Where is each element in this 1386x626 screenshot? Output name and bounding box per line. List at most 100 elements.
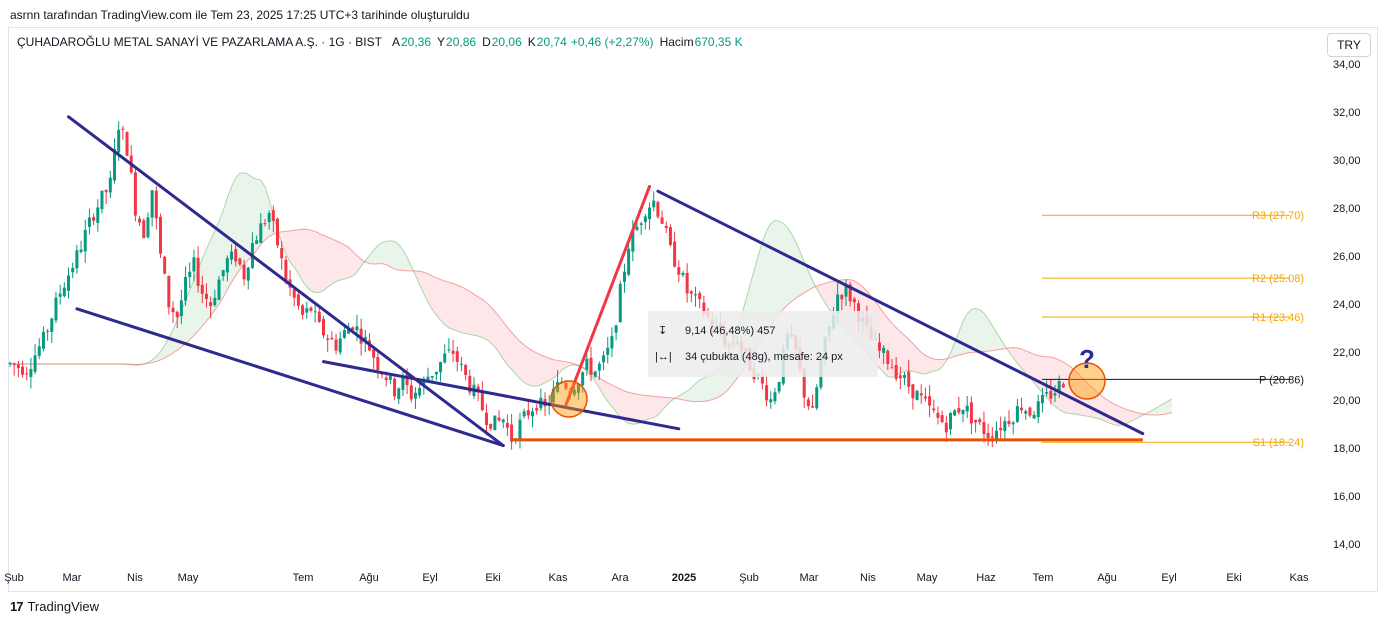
candle-body <box>100 190 104 210</box>
candle-body <box>188 271 192 277</box>
candle-body <box>639 223 643 225</box>
cloud-bullish-segment <box>950 308 1010 358</box>
candle-body <box>280 248 284 259</box>
time-axis-tick: May <box>917 572 938 584</box>
candle-body <box>276 218 280 246</box>
candle-body <box>255 240 259 244</box>
question-mark: ? <box>1079 344 1095 374</box>
candle-body <box>493 415 497 431</box>
candle-body <box>953 410 957 416</box>
trendlines <box>67 115 1145 448</box>
candle-body <box>677 267 681 275</box>
candle-body <box>648 207 652 220</box>
cloud-bearish-segment <box>122 364 144 366</box>
candle-body <box>384 377 388 381</box>
candle-body <box>894 365 898 379</box>
time-axis-tick: Ara <box>611 572 629 584</box>
candle-body <box>16 364 20 368</box>
candle-body <box>949 412 952 430</box>
candle-body <box>531 411 534 417</box>
candle-body <box>1045 392 1049 394</box>
candle-body <box>564 382 568 389</box>
pivot-label: R1 (23.46) <box>1252 312 1304 324</box>
time-axis-tick: Nis <box>127 572 143 584</box>
candle-body <box>614 325 618 333</box>
chart-caption: asrnn tarafından TradingView.com ile Tem… <box>10 8 470 22</box>
candle-body <box>969 402 973 424</box>
candle-body <box>618 283 622 323</box>
candle-body <box>1024 411 1028 414</box>
time-axis-tick: Şub <box>4 572 24 584</box>
candle-body <box>936 412 940 418</box>
candle-body <box>330 337 334 340</box>
candle-body <box>158 216 162 254</box>
candle-body <box>418 388 422 396</box>
candle-body <box>79 249 83 253</box>
candle-body <box>698 293 702 300</box>
symbol-name[interactable]: ÇUHADAROĞLU METAL SANAYİ VE PAZARLAMA A.… <box>17 35 382 49</box>
candle-body <box>1007 420 1011 425</box>
candle-body <box>46 330 50 332</box>
candle-body <box>439 361 443 373</box>
cloud-bearish-segment <box>415 270 679 425</box>
candle-body <box>447 349 451 351</box>
candle-body <box>305 308 309 313</box>
candle-body <box>393 378 397 397</box>
open-label: A <box>391 35 400 49</box>
candle-body <box>296 294 300 306</box>
candle-body <box>113 149 116 181</box>
trendline <box>75 307 505 448</box>
candle-body <box>911 384 915 399</box>
candle-body <box>184 276 188 301</box>
high-value: 20,86 <box>446 35 477 49</box>
price-axis-tick: 24,00 <box>1333 299 1361 311</box>
candle-body <box>163 256 167 274</box>
candle-body <box>664 225 668 229</box>
time-axis-tick: Haz <box>976 572 996 584</box>
candle-body <box>200 284 204 294</box>
candle-body <box>338 338 342 353</box>
candle-body <box>627 248 631 275</box>
time-axis-tick: Ağu <box>1097 572 1117 584</box>
candle-body <box>940 415 944 423</box>
cloud-bearish-segment <box>281 229 366 293</box>
price-axis-tick: 26,00 <box>1333 251 1361 263</box>
candle-body <box>238 258 242 265</box>
currency-button[interactable]: TRY <box>1327 33 1371 57</box>
candle-body <box>21 366 25 375</box>
time-axis-tick: Nis <box>860 572 876 584</box>
candle-body <box>67 275 71 291</box>
candle-body <box>681 272 685 275</box>
candle-body <box>313 311 317 313</box>
time-axis-tick: Mar <box>800 572 819 584</box>
candle-body <box>1057 381 1061 392</box>
candle-body <box>811 406 815 408</box>
candle-body <box>267 212 271 223</box>
candle-body <box>322 319 325 336</box>
cloud-bullish-segment <box>143 362 148 364</box>
candle-body <box>685 272 689 294</box>
candle-body <box>217 279 221 300</box>
candle-body <box>292 289 296 298</box>
candle-body <box>271 210 275 221</box>
price-axis-tick: 28,00 <box>1333 203 1361 215</box>
candle-body <box>388 375 392 380</box>
candle-body <box>907 371 911 387</box>
candle-body <box>1040 395 1044 404</box>
price-axis-tick: 14,00 <box>1333 539 1361 551</box>
candle-body <box>652 200 656 208</box>
price-axis-tick: 32,00 <box>1333 107 1361 119</box>
tradingview-logo[interactable]: 17 TradingView <box>10 599 99 614</box>
candle-body <box>125 132 129 156</box>
candle-body <box>602 355 606 363</box>
candle-body <box>334 339 338 351</box>
candle-body <box>451 350 455 354</box>
candle-body <box>622 271 626 282</box>
candle-body <box>606 347 610 355</box>
candle-body <box>522 411 526 417</box>
tradingview-brand: TradingView <box>27 599 100 614</box>
candle-body <box>430 376 434 378</box>
candle-body <box>990 436 994 438</box>
candle-body <box>58 293 62 297</box>
